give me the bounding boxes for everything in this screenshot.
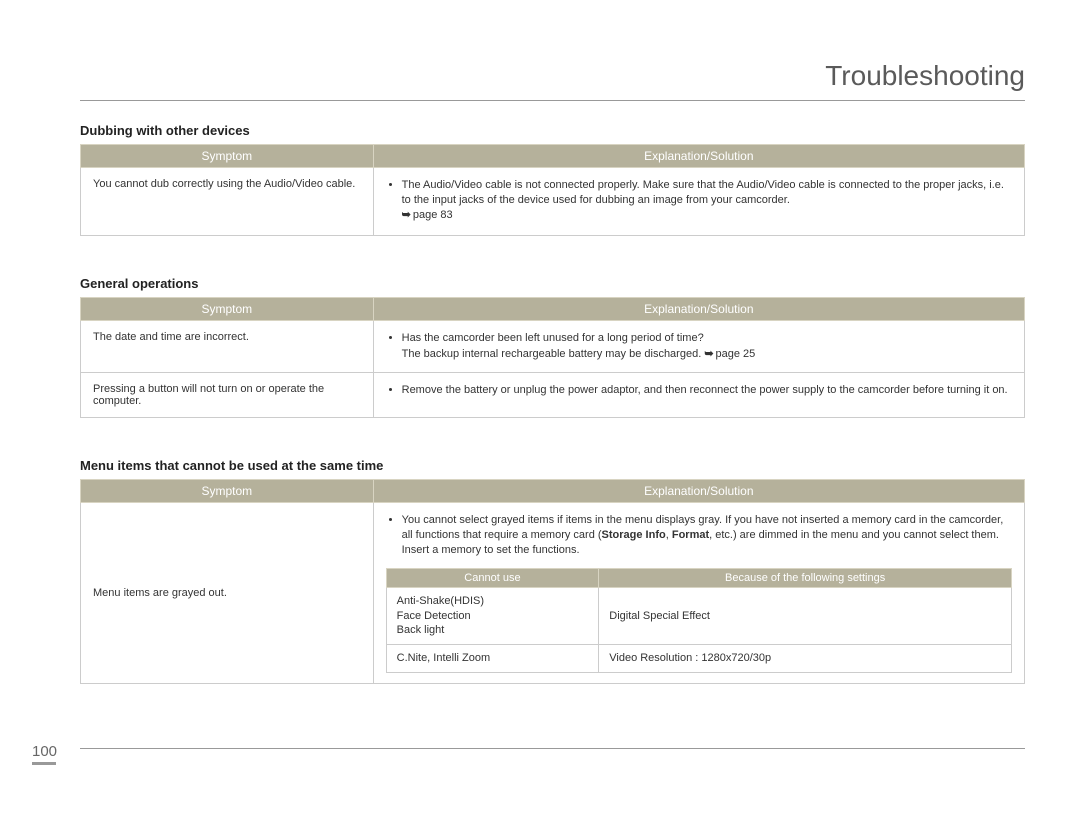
symptom-cell: The date and time are incorrect. [81, 320, 374, 373]
page-number: 100 [32, 743, 57, 765]
inner-table: Cannot use Because of the following sett… [386, 568, 1012, 673]
inner-cell: C.Nite, Intelli Zoom [386, 645, 599, 673]
table-row: C.Nite, Intelli Zoom Video Resolution : … [386, 645, 1011, 673]
table-dubbing: Symptom Explanation/Solution You cannot … [80, 144, 1025, 236]
inner-cell: Video Resolution : 1280x720/30p [599, 645, 1012, 673]
bullet-item: Has the camcorder been left unused for a… [402, 331, 1012, 346]
inner-cell: Digital Special Effect [599, 587, 1012, 645]
table-row: The date and time are incorrect. Has the… [81, 320, 1025, 373]
inner-cell: Anti-Shake(HDIS)Face DetectionBack light [386, 587, 599, 645]
solution-cell: You cannot select grayed items if items … [373, 503, 1024, 684]
bullet-item: You cannot select grayed items if items … [402, 513, 1012, 558]
bullet-item: Remove the battery or unplug the power a… [402, 383, 1012, 398]
col-header-symptom: Symptom [81, 297, 374, 320]
extra-line: The backup internal rechargeable battery… [386, 347, 1012, 362]
section-title-general: General operations [80, 276, 1025, 291]
solution-cell: Remove the battery or unplug the power a… [373, 373, 1024, 418]
ref-arrow-icon: ➥ [402, 209, 411, 221]
solution-cell: The Audio/Video cable is not connected p… [373, 168, 1024, 236]
table-row: Anti-Shake(HDIS)Face DetectionBack light… [386, 587, 1011, 645]
col-header-solution: Explanation/Solution [373, 297, 1024, 320]
col-header-symptom: Symptom [81, 480, 374, 503]
inner-col-header-2: Because of the following settings [599, 568, 1012, 587]
table-row: You cannot dub correctly using the Audio… [81, 168, 1025, 236]
section-title-menuitems: Menu items that cannot be used at the sa… [80, 458, 1025, 473]
ref-arrow-icon: ➥ [704, 348, 713, 360]
bullet-item: The Audio/Video cable is not connected p… [402, 178, 1012, 223]
symptom-cell: You cannot dub correctly using the Audio… [81, 168, 374, 236]
col-header-symptom: Symptom [81, 145, 374, 168]
col-header-solution: Explanation/Solution [373, 480, 1024, 503]
symptom-cell: Menu items are grayed out. [81, 503, 374, 684]
footer-rule [80, 748, 1025, 749]
inner-col-header-1: Cannot use [386, 568, 599, 587]
page-title: Troubleshooting [80, 60, 1025, 101]
symptom-cell: Pressing a button will not turn on or op… [81, 373, 374, 418]
table-general: Symptom Explanation/Solution The date an… [80, 297, 1025, 419]
section-title-dubbing: Dubbing with other devices [80, 123, 1025, 138]
table-row: Pressing a button will not turn on or op… [81, 373, 1025, 418]
solution-cell: Has the camcorder been left unused for a… [373, 320, 1024, 373]
table-menuitems: Symptom Explanation/Solution Menu items … [80, 479, 1025, 684]
table-row: Menu items are grayed out. You cannot se… [81, 503, 1025, 684]
col-header-solution: Explanation/Solution [373, 145, 1024, 168]
page-container: Troubleshooting Dubbing with other devic… [0, 0, 1080, 724]
